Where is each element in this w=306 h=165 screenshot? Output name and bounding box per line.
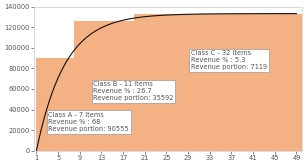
- Text: Class A - 7 Items
Revenue % : 68
Revenue portion: 90555: Class A - 7 Items Revenue % : 68 Revenue…: [48, 112, 129, 132]
- Text: Class B - 11 Items
Revenue % : 26.7
Revenue portion: 35592: Class B - 11 Items Revenue % : 26.7 Reve…: [93, 81, 174, 101]
- Bar: [36, 58, 74, 151]
- Bar: [74, 21, 134, 151]
- Bar: [134, 14, 302, 151]
- Text: Class C - 32 Items
Revenue % : 5.3
Revenue portion: 7119: Class C - 32 Items Revenue % : 5.3 Reven…: [191, 50, 267, 70]
